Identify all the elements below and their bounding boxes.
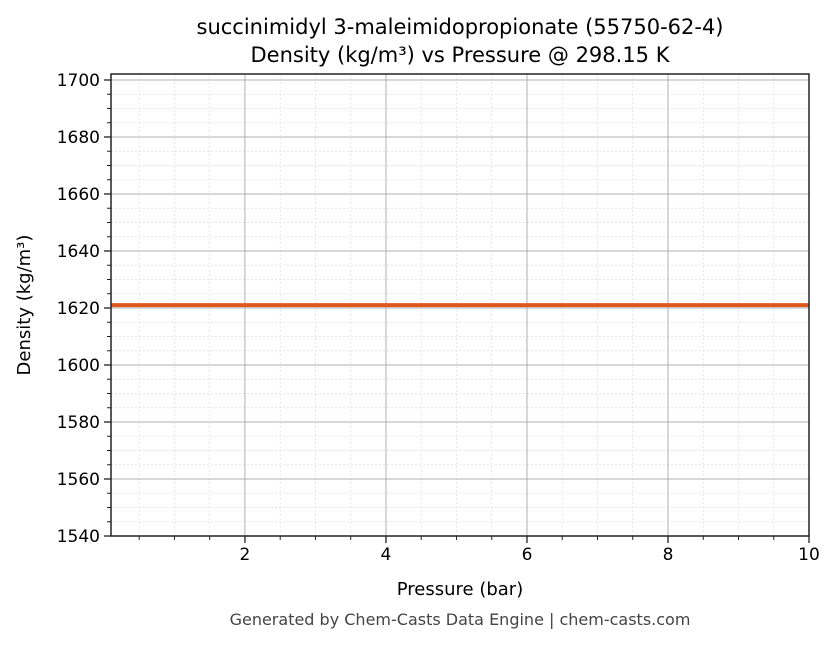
y-tick-label: 1580 [57,413,100,433]
y-axis-label: Density (kg/m³) [14,235,35,376]
plot-frame [110,73,810,537]
y-tick-label: 1700 [57,71,100,91]
x-axis-label: Pressure (bar) [397,579,523,600]
x-tick-label: 10 [798,545,820,565]
x-tick-label: 6 [522,545,533,565]
y-tick-label: 1600 [57,356,100,376]
y-tick-label: 1620 [57,299,100,319]
axis-ticks: 2 4 6 8 10 1540 1560 1580 1600 1620 1640 1660 1680 17… [57,71,820,565]
y-tick-label: 1560 [57,470,100,490]
chart-subtitle: Density (kg/m³) vs Pressure @ 298.15 K [250,43,670,67]
y-tick-label: 1660 [57,185,100,205]
y-tick-label: 1640 [57,242,100,262]
y-tick-label: 1540 [57,527,100,547]
x-tick-label: 8 [663,545,674,565]
footer-credit: Generated by Chem-Casts Data Engine | ch… [230,610,691,629]
x-tick-label: 4 [381,545,392,565]
x-tick-label: 2 [240,545,251,565]
y-tick-label: 1680 [57,128,100,148]
chart-title: succinimidyl 3-maleimidopropionate (5575… [197,15,724,39]
